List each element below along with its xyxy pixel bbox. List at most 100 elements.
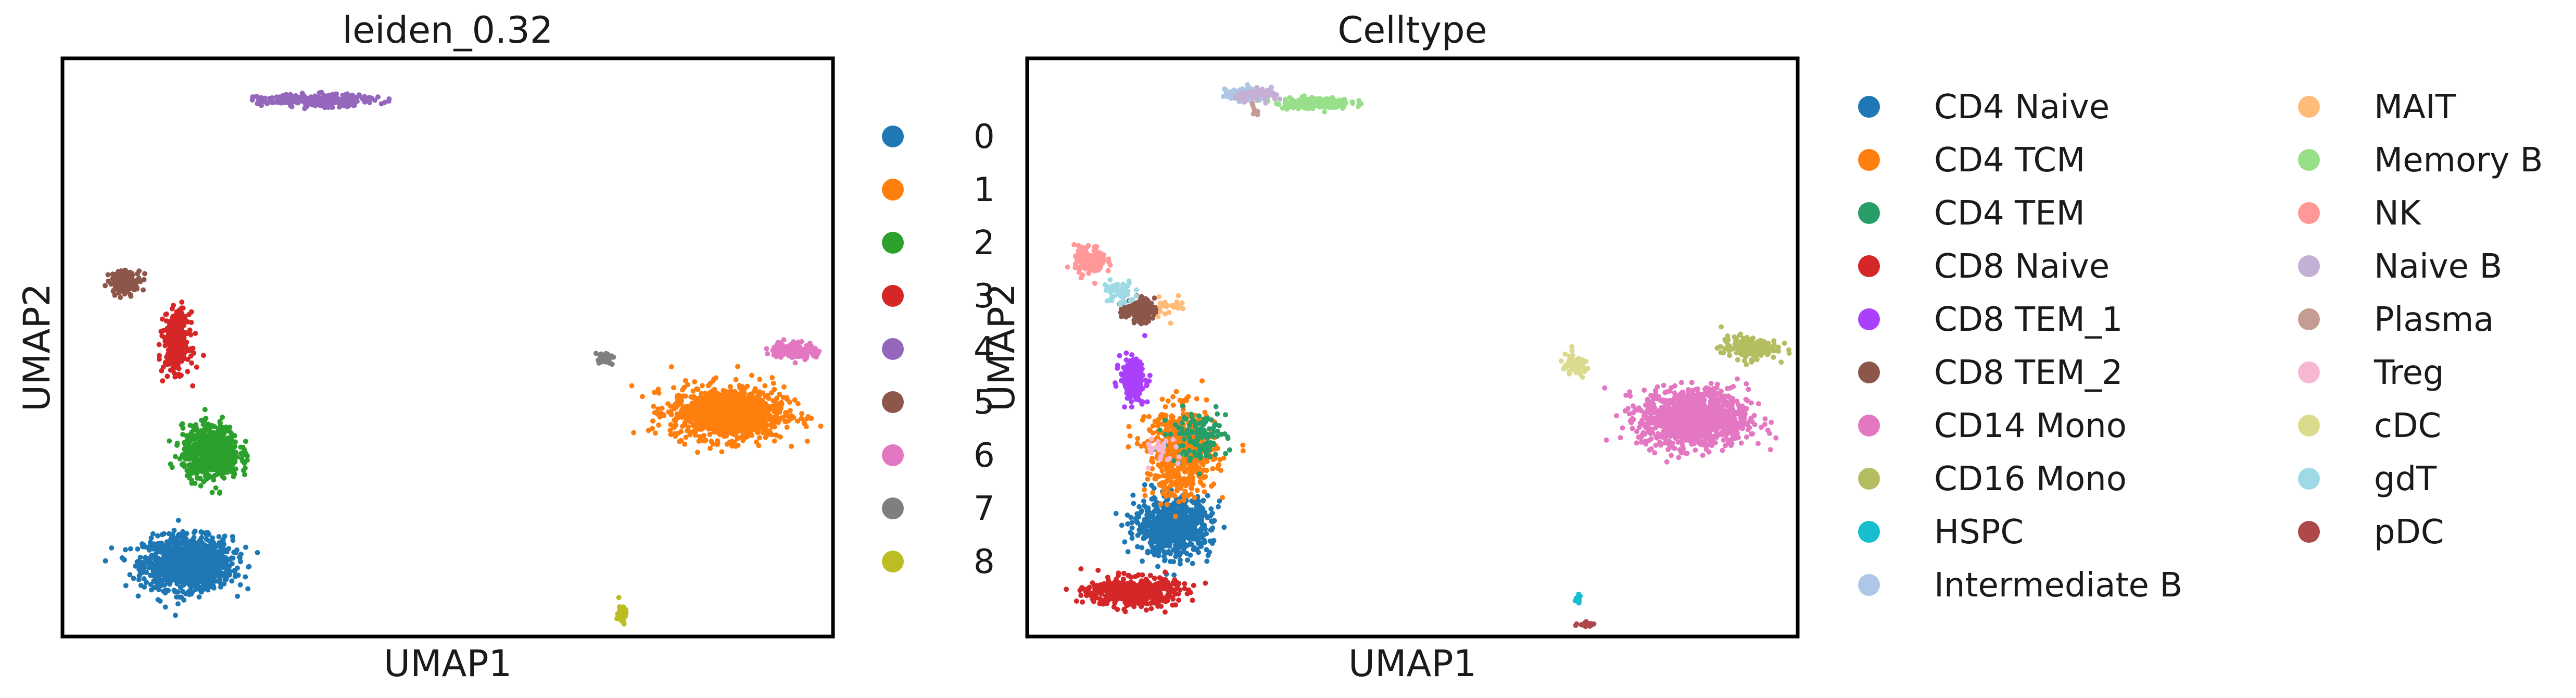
data-point [711, 423, 716, 428]
data-point [771, 381, 776, 386]
data-point [1128, 515, 1133, 520]
data-point [194, 451, 199, 456]
data-point [217, 491, 222, 496]
data-point [166, 588, 171, 593]
data-point [1188, 553, 1193, 558]
data-point [706, 383, 711, 388]
data-point [186, 312, 192, 317]
data-point [131, 280, 136, 285]
data-point [120, 555, 125, 560]
data-point [264, 101, 270, 106]
data-point [733, 407, 738, 412]
data-point [355, 94, 360, 99]
data-point [103, 283, 108, 288]
data-point [772, 409, 777, 414]
data-point [737, 385, 742, 391]
data-point [611, 355, 616, 360]
data-point [702, 439, 707, 444]
data-point [203, 416, 208, 421]
data-point [740, 438, 746, 443]
y-axis-label: UMAP2 [16, 283, 58, 412]
data-point [274, 94, 279, 99]
data-point [123, 547, 128, 552]
data-point [197, 587, 202, 592]
data-point [780, 395, 786, 400]
data-point [671, 385, 676, 390]
data-point [805, 439, 810, 444]
legend-item: 1 [882, 171, 995, 209]
data-point [170, 338, 175, 343]
data-point [130, 271, 135, 276]
data-point [721, 402, 726, 407]
data-point [717, 414, 722, 419]
data-point [158, 599, 163, 604]
data-point [224, 465, 230, 470]
data-point [177, 560, 182, 566]
data-point [245, 586, 250, 591]
data-point [222, 533, 228, 539]
data-point [196, 443, 201, 448]
data-point [172, 375, 178, 380]
data-point [230, 534, 235, 539]
data-point [174, 543, 179, 548]
data-point [715, 441, 721, 446]
data-point [757, 377, 762, 382]
data-point [1210, 510, 1215, 516]
data-point [1178, 562, 1183, 567]
data-point [193, 331, 198, 336]
data-point [250, 97, 255, 103]
data-point [811, 353, 816, 358]
x-axis-label: UMAP1 [384, 642, 512, 685]
data-point [673, 422, 678, 428]
data-point [180, 462, 185, 467]
data-point [304, 104, 309, 109]
data-point [211, 477, 216, 482]
data-point [656, 422, 661, 428]
data-point [1186, 530, 1191, 535]
data-point [170, 306, 175, 311]
data-point [258, 95, 263, 100]
data-point [182, 348, 187, 354]
data-point [161, 531, 167, 537]
data-point [1139, 508, 1144, 514]
data-point [176, 518, 181, 523]
data-point [175, 601, 181, 606]
data-point [754, 440, 759, 445]
data-point [220, 415, 225, 420]
data-point [700, 383, 705, 388]
data-point [215, 557, 220, 563]
data-point [1204, 547, 1209, 552]
data-point [386, 96, 392, 102]
data-point [141, 544, 146, 549]
data-point [1122, 539, 1127, 544]
legend-item: 2 [882, 224, 995, 263]
data-point [769, 432, 775, 438]
data-point [135, 546, 140, 552]
data-point [197, 565, 202, 570]
data-point [235, 594, 240, 599]
data-point [758, 411, 763, 416]
data-point [1128, 530, 1133, 535]
data-point [752, 389, 757, 394]
data-point [676, 393, 681, 398]
data-point [312, 97, 317, 103]
series-3 [157, 300, 206, 389]
data-point [146, 565, 151, 570]
data-point [219, 546, 224, 552]
series-0 [103, 518, 260, 618]
data-point [160, 317, 165, 322]
data-point [172, 535, 178, 541]
data-point [695, 450, 700, 455]
data-point [222, 431, 227, 436]
data-point [128, 546, 133, 552]
data-point [1130, 535, 1135, 541]
data-point [189, 360, 194, 366]
data-point [795, 418, 800, 423]
data-point [683, 404, 688, 409]
data-point [111, 288, 116, 293]
data-point [188, 584, 194, 590]
legend-item: 7 [882, 490, 995, 528]
data-point [769, 424, 775, 429]
data-point [1142, 487, 1147, 492]
data-point [190, 566, 195, 571]
